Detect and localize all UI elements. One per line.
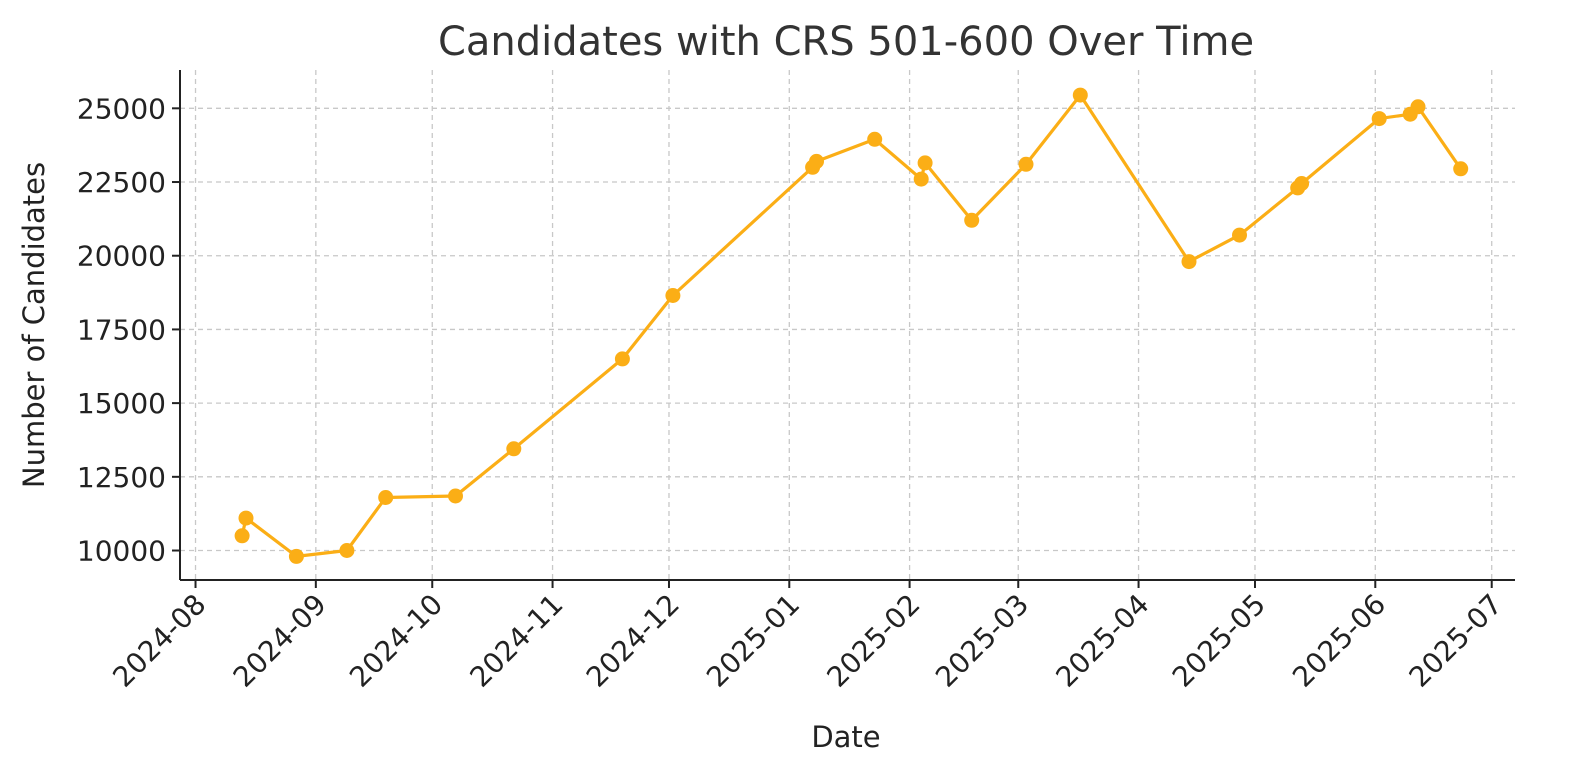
x-tick-label: 2025-07: [1403, 588, 1509, 694]
x-tick-label: 2025-01: [700, 588, 806, 694]
x-tick-label: 2024-11: [463, 588, 569, 694]
data-point: [339, 543, 355, 558]
axes: [179, 70, 1515, 581]
data-point: [506, 441, 522, 457]
y-tick-label: 12500: [77, 461, 166, 494]
series-line: [240, 93, 1463, 559]
chart-title: Candidates with CRS 501-600 Over Time: [438, 19, 1254, 65]
x-tick-label: 2024-12: [580, 588, 686, 694]
data-point: [1453, 161, 1469, 177]
y-tick-label: 10000: [77, 535, 166, 568]
data-point: [1072, 87, 1088, 103]
data-point: [238, 510, 254, 526]
data-point: [665, 288, 681, 303]
y-tick-label: 20000: [77, 240, 166, 273]
grid-lines: [180, 70, 1515, 580]
x-tick-label: 2025-05: [1166, 588, 1272, 694]
data-point: [288, 548, 304, 564]
data-point: [448, 488, 463, 504]
data-point: [234, 528, 250, 544]
x-tick-label: 2025-06: [1286, 588, 1392, 694]
data-point: [1181, 254, 1197, 270]
x-axis-ticks: 2024-08 2024-09 2024-10 2024-11 2024-12 2025-…: [106, 580, 1509, 694]
data-point: [1371, 111, 1387, 127]
series-group: [234, 87, 1469, 564]
x-tick-label: 2024-08: [106, 588, 212, 694]
x-tick-label: 2025-03: [929, 588, 1035, 694]
data-point: [1232, 227, 1247, 243]
x-tick-label: 2024-10: [343, 588, 449, 694]
data-point: [1294, 176, 1310, 191]
x-tick-label: 2025-02: [820, 588, 926, 694]
data-point: [867, 131, 883, 147]
data-point: [917, 155, 933, 171]
y-tick-label: 15000: [77, 387, 166, 420]
x-tick-label: 2025-04: [1049, 588, 1155, 694]
y-axis-ticks: 10000 12500 15000 17500 20000 22500 25000: [77, 92, 180, 568]
y-axis-label: Number of Candidates: [17, 162, 51, 488]
y-tick-label: 17500: [77, 313, 166, 346]
y-tick-label: 22500: [77, 166, 166, 199]
y-tick-label: 25000: [77, 92, 166, 125]
data-point: [1410, 99, 1426, 115]
data-point: [809, 153, 824, 169]
data-point: [378, 490, 394, 505]
x-tick-label: 2024-09: [227, 588, 333, 694]
data-point: [614, 351, 630, 367]
x-axis-label: Date: [811, 720, 880, 754]
data-point: [1018, 156, 1034, 172]
data-point: [913, 171, 929, 187]
data-point: [964, 212, 980, 228]
